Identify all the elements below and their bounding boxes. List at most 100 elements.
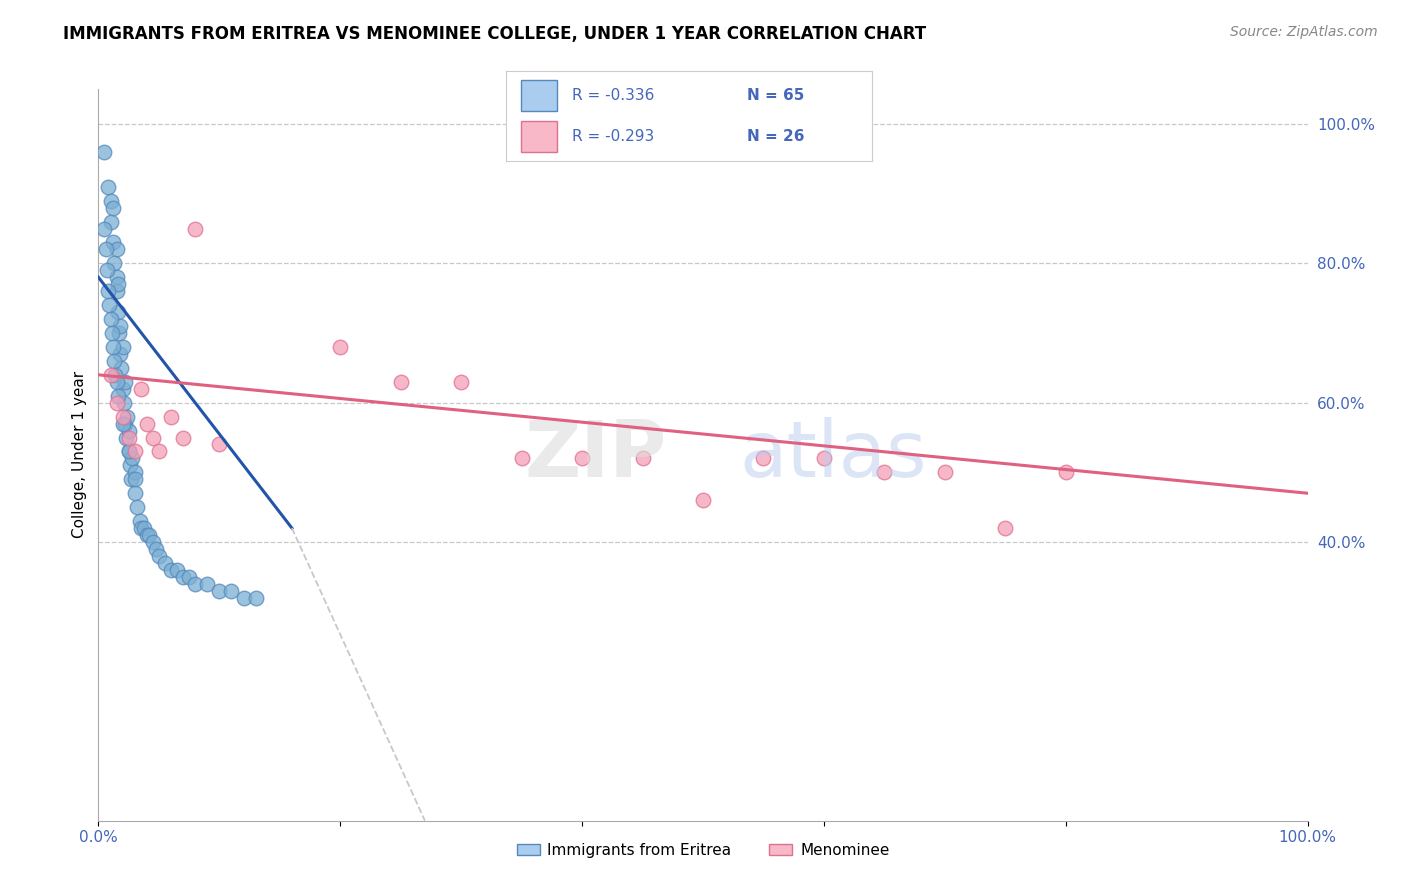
Point [108,326,131,340]
Point [129,521,152,535]
Point [692,493,714,508]
Point [166,563,188,577]
Text: N = 65: N = 65 [748,88,804,103]
Text: Source: ZipAtlas.com: Source: ZipAtlas.com [1230,25,1378,39]
Point [117,409,139,424]
Text: R = -0.336: R = -0.336 [572,88,654,103]
Point [450,375,472,389]
Point [148,549,170,563]
Point [145,541,167,556]
Point [100,312,122,326]
Point [103,256,125,270]
Point [160,563,183,577]
Text: atlas: atlas [740,417,927,493]
Text: R = -0.293: R = -0.293 [572,129,654,144]
Point [134,521,156,535]
Point [934,466,956,480]
Point [124,486,146,500]
Point [135,417,157,431]
Point [232,591,254,605]
Point [184,221,207,235]
Point [100,214,122,228]
Point [118,444,141,458]
Point [329,340,352,354]
Point [160,409,183,424]
Point [118,424,141,438]
Point [103,354,125,368]
FancyBboxPatch shape [520,121,557,152]
Point [120,472,142,486]
Point [101,340,124,354]
Point [118,430,141,444]
Point [105,284,128,298]
Point [994,521,1017,535]
Point [112,395,135,409]
Text: ZIP: ZIP [524,417,666,493]
Point [105,375,128,389]
Point [100,368,122,382]
Point [108,319,131,334]
Point [118,458,141,473]
Point [118,444,141,458]
Point [111,382,134,396]
Point [208,437,231,451]
Point [195,576,218,591]
Point [107,389,129,403]
Point [100,194,122,208]
Point [221,583,243,598]
Point [93,221,115,235]
Point [104,368,127,382]
Point [389,375,412,389]
Point [94,243,117,257]
Point [105,395,128,409]
Point [172,570,194,584]
Point [114,417,136,431]
Point [752,451,775,466]
Point [153,556,176,570]
Point [873,466,896,480]
Point [97,284,120,298]
Point [179,570,201,584]
Point [101,201,124,215]
Point [127,500,149,515]
Text: IMMIGRANTS FROM ERITREA VS MENOMINEE COLLEGE, UNDER 1 YEAR CORRELATION CHART: IMMIGRANTS FROM ERITREA VS MENOMINEE COL… [63,25,927,43]
Point [107,305,129,319]
Point [124,472,146,486]
Point [101,235,124,250]
FancyBboxPatch shape [520,80,557,111]
Point [110,360,132,375]
Point [571,451,593,466]
Point [97,179,120,194]
Point [184,576,207,591]
Point [813,451,835,466]
Point [114,375,136,389]
Y-axis label: College, Under 1 year: College, Under 1 year [72,371,87,539]
Point [510,451,533,466]
Point [105,270,128,285]
Point [115,430,138,444]
Legend: Immigrants from Eritrea, Menominee: Immigrants from Eritrea, Menominee [510,837,896,864]
Point [245,591,267,605]
Point [100,326,122,340]
Point [142,430,165,444]
Point [98,298,121,312]
Point [96,263,118,277]
Point [124,444,146,458]
Point [138,528,160,542]
Point [148,444,170,458]
Point [111,340,134,354]
Point [208,583,231,598]
Point [135,528,157,542]
Point [111,409,134,424]
Point [124,466,146,480]
Text: N = 26: N = 26 [748,129,804,144]
Point [111,417,134,431]
Point [107,277,129,292]
Point [128,514,150,528]
Point [631,451,654,466]
Point [142,535,165,549]
Point [1054,466,1077,480]
Point [172,430,194,444]
Point [121,451,143,466]
Point [105,243,128,257]
